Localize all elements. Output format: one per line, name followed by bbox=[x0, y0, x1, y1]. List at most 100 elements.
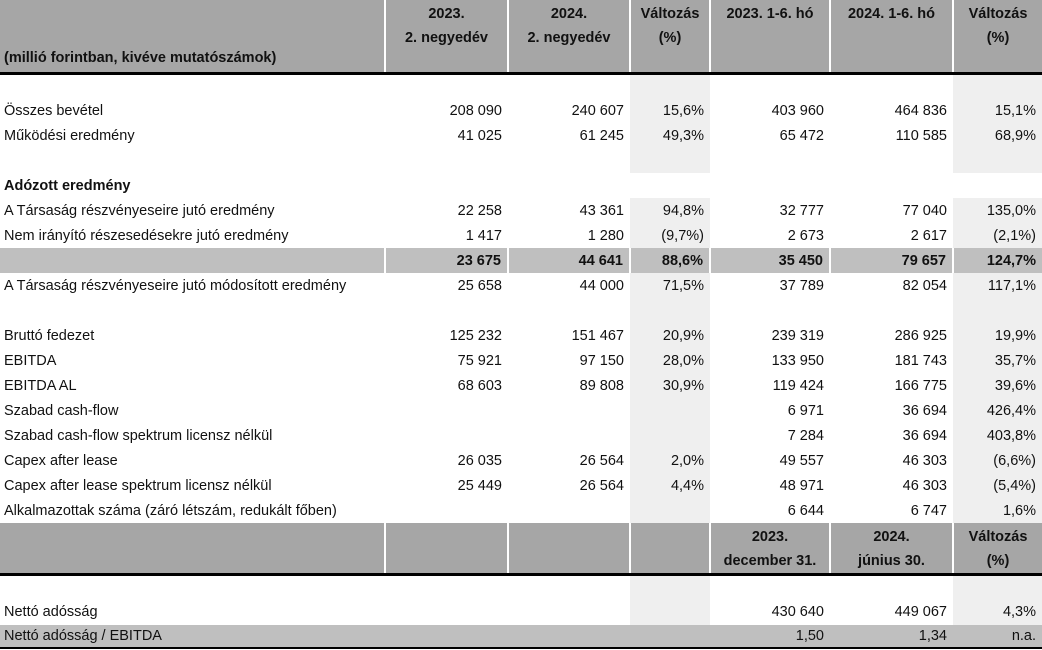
table-row: Szabad cash-flow spektrum licensz nélkül… bbox=[0, 423, 1042, 448]
cell-value: 6 971 bbox=[787, 402, 824, 419]
cell-value: 88,6% bbox=[629, 248, 710, 273]
cell-value: 124,7% bbox=[952, 248, 1042, 273]
column-header-line: 2023. bbox=[751, 529, 789, 545]
row-label: Működési eredmény bbox=[4, 127, 135, 144]
table-header: (millió forintban, kivéve mutatószámok) 2… bbox=[0, 0, 1042, 75]
cell-value: 19,9% bbox=[953, 323, 1042, 348]
cell-value: (2,1%) bbox=[953, 223, 1042, 248]
cell-value: 117,1% bbox=[953, 273, 1042, 298]
cell-value: 166 775 bbox=[894, 377, 947, 394]
cell-value bbox=[630, 298, 710, 323]
cell-value: 2 617 bbox=[910, 227, 947, 244]
cell-value bbox=[385, 298, 508, 323]
table-row: EBITDA AL 68 603 89 808 30,9% 119 424 166 775… bbox=[0, 373, 1042, 398]
row-label bbox=[0, 575, 385, 600]
cell-value: 41 025 bbox=[457, 127, 502, 144]
cell-value: 65 472 bbox=[779, 127, 824, 144]
cell-value: 82 054 bbox=[902, 277, 947, 294]
cell-value: 15,6% bbox=[630, 98, 710, 123]
cell-value: 125 232 bbox=[449, 327, 502, 344]
row-label: EBITDA AL bbox=[4, 377, 77, 394]
cell-value: 36 694 bbox=[902, 402, 947, 419]
column-header: Változás (%) bbox=[952, 523, 1042, 576]
cell-value bbox=[508, 575, 630, 600]
spacer-row bbox=[0, 574, 1042, 600]
cell-value: 25 658 bbox=[457, 277, 502, 294]
cell-value: 68 603 bbox=[457, 377, 502, 394]
cell-value bbox=[508, 624, 630, 649]
cell-value: 464 836 bbox=[894, 102, 947, 119]
cell-value bbox=[508, 423, 630, 448]
cell-value: 239 319 bbox=[771, 327, 824, 344]
cell-value: 26 564 bbox=[579, 452, 624, 469]
cell-value: 20,9% bbox=[630, 323, 710, 348]
column-header-line: (%) bbox=[986, 30, 1010, 46]
table-row: A Társaság részvényeseire jutó eredmény 2… bbox=[0, 198, 1042, 223]
table-row: Capex after lease 26 035 26 564 2,0% 49 557 4… bbox=[0, 448, 1042, 473]
cell-value: 89 808 bbox=[579, 377, 624, 394]
cell-value bbox=[630, 173, 710, 198]
row-label: A Társaság részvényeseire jutó eredmény bbox=[4, 202, 275, 219]
column-header: Változás (%) bbox=[629, 0, 710, 75]
cell-value: 71,5% bbox=[630, 273, 710, 298]
cell-value: n.a. bbox=[953, 624, 1042, 649]
cell-value bbox=[953, 298, 1042, 323]
cell-value bbox=[630, 398, 710, 423]
cell-value: 25 449 bbox=[457, 477, 502, 494]
cell-value: 28,0% bbox=[630, 348, 710, 373]
cell-value: 6 747 bbox=[910, 502, 947, 519]
row-label: Nem irányító részesedésekre jutó eredmén… bbox=[4, 227, 289, 244]
cell-value: 135,0% bbox=[953, 198, 1042, 223]
empty-header-cell bbox=[507, 523, 630, 576]
column-header-line: 2023. 1-6. hó bbox=[726, 6, 814, 22]
cell-value bbox=[385, 624, 508, 649]
column-header-line: Változás bbox=[968, 529, 1028, 545]
cell-value: 15,1% bbox=[953, 98, 1042, 123]
cell-value: 94,8% bbox=[630, 198, 710, 223]
column-header-line: december 31. bbox=[723, 553, 817, 569]
cell-value bbox=[508, 148, 630, 173]
cell-value bbox=[830, 575, 953, 600]
cell-value: 97 150 bbox=[579, 352, 624, 369]
row-label: Capex after lease bbox=[4, 452, 118, 469]
row-label: Capex after lease spektrum licensz nélkü… bbox=[4, 477, 272, 494]
cell-value: 430 640 bbox=[771, 604, 824, 620]
cell-value bbox=[508, 173, 630, 198]
cell-value: 61 245 bbox=[579, 127, 624, 144]
spacer-row bbox=[0, 298, 1042, 323]
cell-value bbox=[830, 173, 953, 198]
row-label: A Társaság részvényeseire jutó módosítot… bbox=[4, 277, 347, 294]
row-label: Szabad cash-flow spektrum licensz nélkül bbox=[4, 427, 273, 444]
cell-value bbox=[710, 575, 830, 600]
cell-value: 49,3% bbox=[630, 123, 710, 148]
cell-value: 1 280 bbox=[587, 227, 624, 244]
cell-value: 286 925 bbox=[894, 327, 947, 344]
table-row: Alkalmazottak száma (záró létszám, reduk… bbox=[0, 498, 1042, 523]
column-header-line: Változás bbox=[968, 6, 1028, 22]
cell-value: 208 090 bbox=[449, 102, 502, 119]
table-row: Működési eredmény 41 025 61 245 49,3% 65 472… bbox=[0, 123, 1042, 148]
column-header-line: 2024. bbox=[873, 529, 910, 545]
cell-value bbox=[953, 148, 1042, 173]
column-header: 2023. december 31. bbox=[709, 523, 830, 576]
cell-value bbox=[385, 423, 508, 448]
cell-value bbox=[710, 73, 830, 98]
row-label bbox=[0, 73, 385, 98]
cell-value bbox=[630, 73, 710, 98]
cell-value: 36 694 bbox=[902, 427, 947, 444]
column-header-line: 2. negyedév bbox=[527, 30, 611, 46]
column-header-line: 2. negyedév bbox=[404, 30, 488, 46]
column-header-line: 2023. bbox=[428, 6, 465, 22]
cell-value: 77 040 bbox=[902, 202, 947, 219]
cell-value bbox=[830, 148, 953, 173]
cell-value: 119 424 bbox=[772, 377, 824, 394]
empty-header-cell bbox=[0, 523, 385, 576]
cell-value: 6 644 bbox=[787, 502, 824, 519]
cell-value: 1,50 bbox=[710, 624, 830, 649]
cell-value: 449 067 bbox=[894, 604, 947, 620]
cell-value: 1 417 bbox=[465, 227, 502, 244]
cell-value: 26 564 bbox=[579, 477, 624, 494]
cell-value bbox=[630, 624, 710, 649]
cell-value bbox=[385, 73, 508, 98]
table-row: 23 675 44 641 88,6% 35 450 79 657 124,7% bbox=[0, 248, 1042, 273]
